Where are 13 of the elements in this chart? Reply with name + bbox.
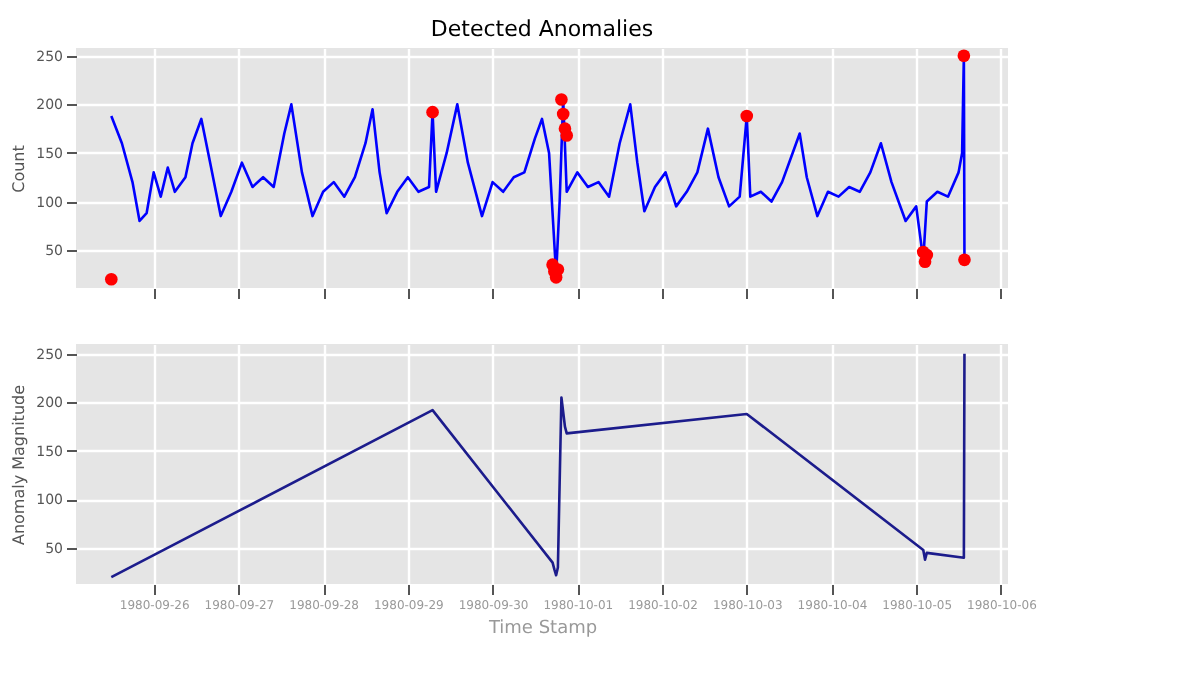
chart-title: Detected Anomalies xyxy=(430,15,654,42)
point xyxy=(740,109,754,123)
point xyxy=(560,129,574,142)
y-axis-title: Count xyxy=(10,145,29,193)
y-axis-title: Anomaly Magnitude xyxy=(10,384,29,546)
point xyxy=(958,253,971,267)
point xyxy=(104,272,118,286)
point xyxy=(556,107,570,121)
x-axis-title: Time Stamp xyxy=(486,619,598,639)
point xyxy=(555,93,568,106)
point xyxy=(957,49,971,63)
line-series xyxy=(110,352,966,579)
point xyxy=(426,105,439,119)
